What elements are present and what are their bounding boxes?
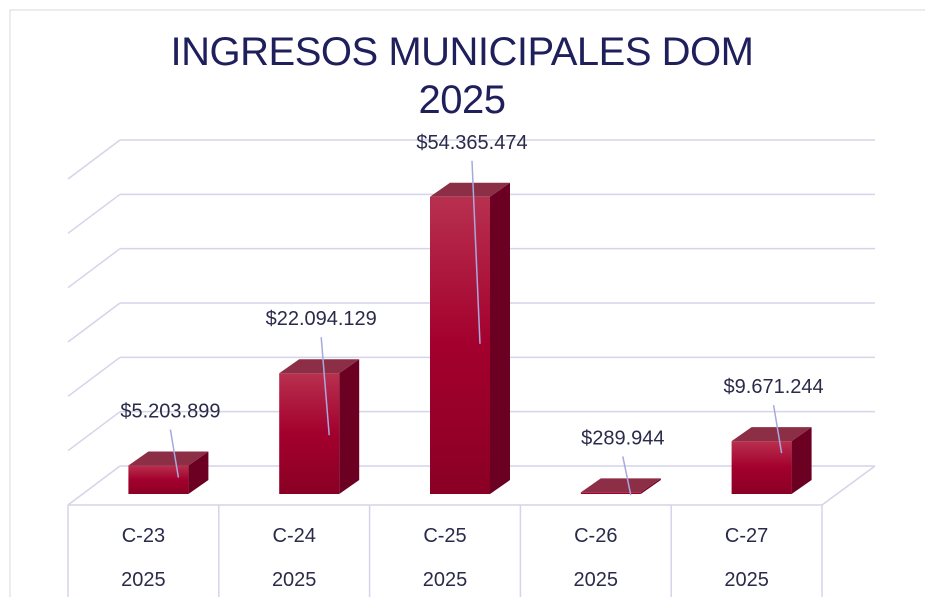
bar-top [279,359,360,374]
data-label: $9.671.244 [724,376,824,398]
leader-line [320,337,330,436]
grid-line-side [67,248,121,289]
x-tick-label: 2025 [121,569,166,591]
leader-line [169,429,180,478]
x-tick-label: 2025 [574,569,619,591]
bar [580,492,641,494]
bar-top [430,182,510,197]
x-tick-label: 2025 [423,569,468,591]
leader-line [622,456,632,496]
leader-line [772,405,783,454]
bar-side [640,478,661,494]
bar-side [791,427,812,494]
bar-side [339,359,360,494]
data-label: $5.203.899 [120,401,220,423]
bar [128,465,189,494]
grid-line-side [67,465,121,506]
bar [430,196,490,495]
x-tick-label: 2025 [724,569,769,591]
data-label: $289.944 [581,427,664,449]
chart-title: INGRESOS MUNICIPALES DOM 2025 [170,30,754,122]
x-tick-label: C-26 [574,525,617,547]
x-tick-label: C-25 [423,525,466,547]
bar [731,441,792,494]
grid-line-side [67,139,121,180]
bar-top [580,478,661,493]
x-tick-label: C-27 [725,525,768,547]
data-label: $54.365.474 [416,132,527,154]
bar-top [128,451,209,466]
grid-line-side [67,302,121,343]
x-tick-label: C-24 [273,525,316,547]
x-tick-label: 2025 [272,569,317,591]
x-tick-label: C-23 [122,525,165,547]
grid-line-side [67,193,121,234]
bar-top [731,427,812,442]
grid-line-side [67,411,121,452]
grid-line-side [67,356,121,397]
bar [279,373,340,494]
leader-line [471,160,481,344]
data-label: $22.094.129 [266,308,377,330]
bar-side [490,182,510,495]
bar-side [188,451,209,494]
frame [9,9,925,597]
floor-edge [821,465,876,506]
